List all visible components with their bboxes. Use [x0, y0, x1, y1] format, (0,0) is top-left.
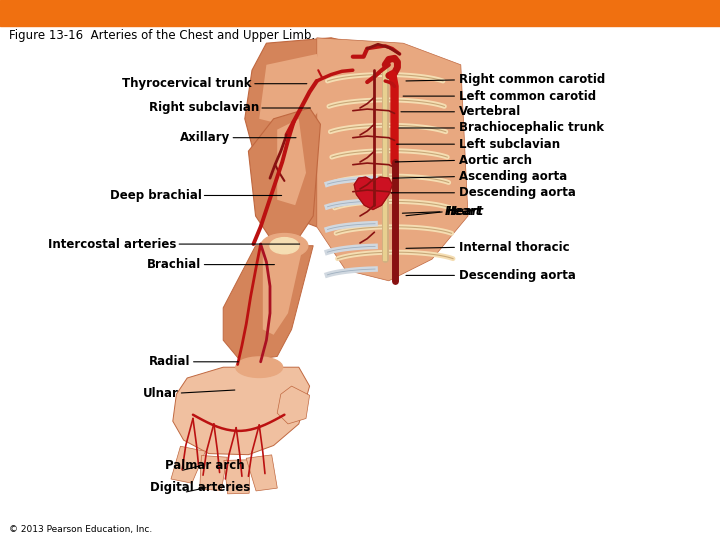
- Ellipse shape: [270, 238, 299, 254]
- Text: © 2013 Pearson Education, Inc.: © 2013 Pearson Education, Inc.: [9, 524, 152, 534]
- Text: Left subclavian: Left subclavian: [459, 138, 560, 151]
- Text: Deep brachial: Deep brachial: [109, 189, 202, 202]
- Polygon shape: [173, 367, 310, 455]
- Text: Internal thoracic: Internal thoracic: [459, 241, 570, 254]
- Text: Right subclavian: Right subclavian: [149, 102, 259, 114]
- Ellipse shape: [236, 357, 282, 377]
- Polygon shape: [248, 108, 320, 238]
- Polygon shape: [259, 54, 331, 130]
- Polygon shape: [199, 456, 228, 490]
- Polygon shape: [223, 246, 313, 362]
- Text: Brachiocephalic trunk: Brachiocephalic trunk: [459, 122, 604, 134]
- Text: Heart: Heart: [446, 205, 484, 218]
- Polygon shape: [317, 38, 468, 281]
- Bar: [0, 0, 720, 26]
- Text: Axillary: Axillary: [180, 131, 230, 144]
- Polygon shape: [245, 38, 432, 227]
- Polygon shape: [171, 446, 205, 483]
- Text: Vertebral: Vertebral: [459, 105, 521, 118]
- Polygon shape: [354, 177, 392, 210]
- Text: Figure 13-16  Arteries of the Chest and Upper Limb.: Figure 13-16 Arteries of the Chest and U…: [9, 29, 315, 42]
- Text: Ascending aorta: Ascending aorta: [459, 170, 567, 183]
- Polygon shape: [277, 119, 306, 205]
- Text: Left common carotid: Left common carotid: [459, 90, 596, 103]
- Ellipse shape: [261, 233, 308, 258]
- Text: Radial: Radial: [149, 355, 191, 368]
- Text: Ulnar: Ulnar: [143, 387, 179, 400]
- Polygon shape: [224, 460, 250, 494]
- Text: Aortic arch: Aortic arch: [459, 154, 532, 167]
- Polygon shape: [263, 248, 302, 335]
- Text: Digital arteries: Digital arteries: [150, 481, 251, 494]
- Text: Brachial: Brachial: [148, 258, 202, 271]
- Text: Descending aorta: Descending aorta: [459, 269, 576, 282]
- Text: Thyrocervical trunk: Thyrocervical trunk: [122, 77, 252, 90]
- Text: Right common carotid: Right common carotid: [459, 73, 606, 86]
- Text: Intercostal arteries: Intercostal arteries: [48, 238, 176, 251]
- Polygon shape: [277, 386, 310, 424]
- Polygon shape: [246, 455, 277, 491]
- Text: Descending aorta: Descending aorta: [459, 186, 576, 199]
- Text: Palmar arch: Palmar arch: [165, 459, 245, 472]
- Text: Heart: Heart: [445, 205, 482, 218]
